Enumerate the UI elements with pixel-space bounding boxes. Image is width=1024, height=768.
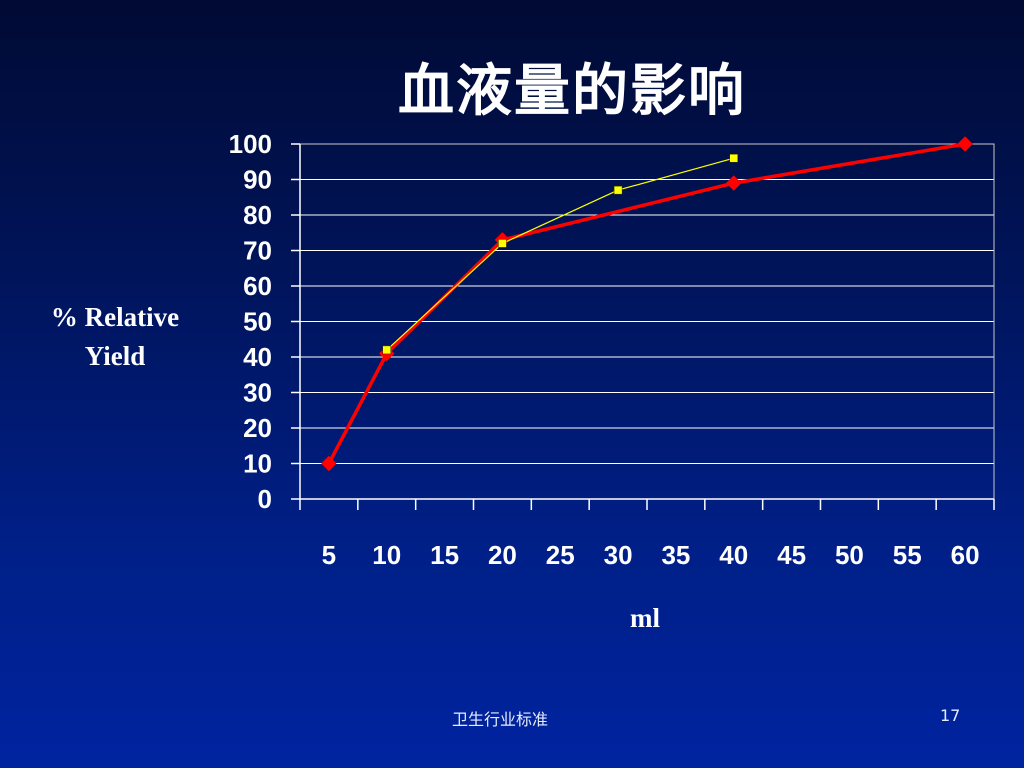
y-axis-label-line-1: % Relative	[50, 302, 180, 332]
x-tick-label: 25	[546, 540, 575, 570]
data-point	[382, 345, 391, 355]
x-axis-label: ml	[630, 603, 660, 633]
x-tick-label: 60	[951, 540, 980, 570]
y-tick-label: 50	[243, 307, 272, 337]
data-point	[957, 136, 973, 152]
x-tick-label: 40	[719, 540, 748, 570]
data-point	[729, 153, 738, 163]
y-tick-label: 40	[243, 342, 272, 372]
data-point	[498, 239, 507, 248]
x-tick-labels: 5 10 15 20 25 30 35 40 45 50 55 60	[322, 540, 980, 570]
series-line	[327, 142, 966, 465]
y-tick-label: 30	[243, 378, 272, 408]
grid-lines	[300, 143, 994, 464]
data-point	[726, 175, 742, 191]
footer-text: 卫生行业标准	[452, 710, 549, 729]
page-number: 17	[940, 706, 961, 725]
series-1	[321, 136, 973, 472]
x-tick-label: 5	[322, 540, 336, 570]
axes	[291, 143, 995, 510]
y-tick-label: 90	[243, 165, 272, 195]
y-tick-label: 100	[229, 129, 272, 159]
y-tick-labels: 0 10 20 30 40 50 60 70 80 90 100	[229, 129, 272, 514]
y-tick-label: 80	[243, 200, 272, 230]
x-tick-label: 20	[488, 540, 517, 570]
series-line	[386, 157, 734, 351]
y-tick-label: 70	[243, 236, 272, 266]
y-tick-label: 10	[243, 449, 272, 479]
x-tick-label: 30	[604, 540, 633, 570]
x-tick-label: 50	[835, 540, 864, 570]
series-2	[382, 153, 738, 355]
data-point	[321, 455, 337, 472]
x-tick-label: 15	[430, 540, 459, 570]
data-point	[613, 185, 623, 195]
slide-title: 血液量的影响	[398, 58, 746, 124]
x-tick-label: 55	[893, 540, 922, 570]
y-tick-label: 60	[243, 271, 272, 301]
y-axis-label-line-2: Yield	[84, 341, 146, 371]
y-tick-label: 20	[243, 413, 272, 443]
x-tick-label: 35	[661, 540, 690, 570]
x-tick-label: 45	[777, 540, 806, 570]
y-axis-label: % Relative Yield	[30, 298, 200, 376]
y-tick-label: 0	[258, 484, 272, 514]
x-tick-label: 10	[372, 540, 401, 570]
series	[321, 136, 973, 472]
